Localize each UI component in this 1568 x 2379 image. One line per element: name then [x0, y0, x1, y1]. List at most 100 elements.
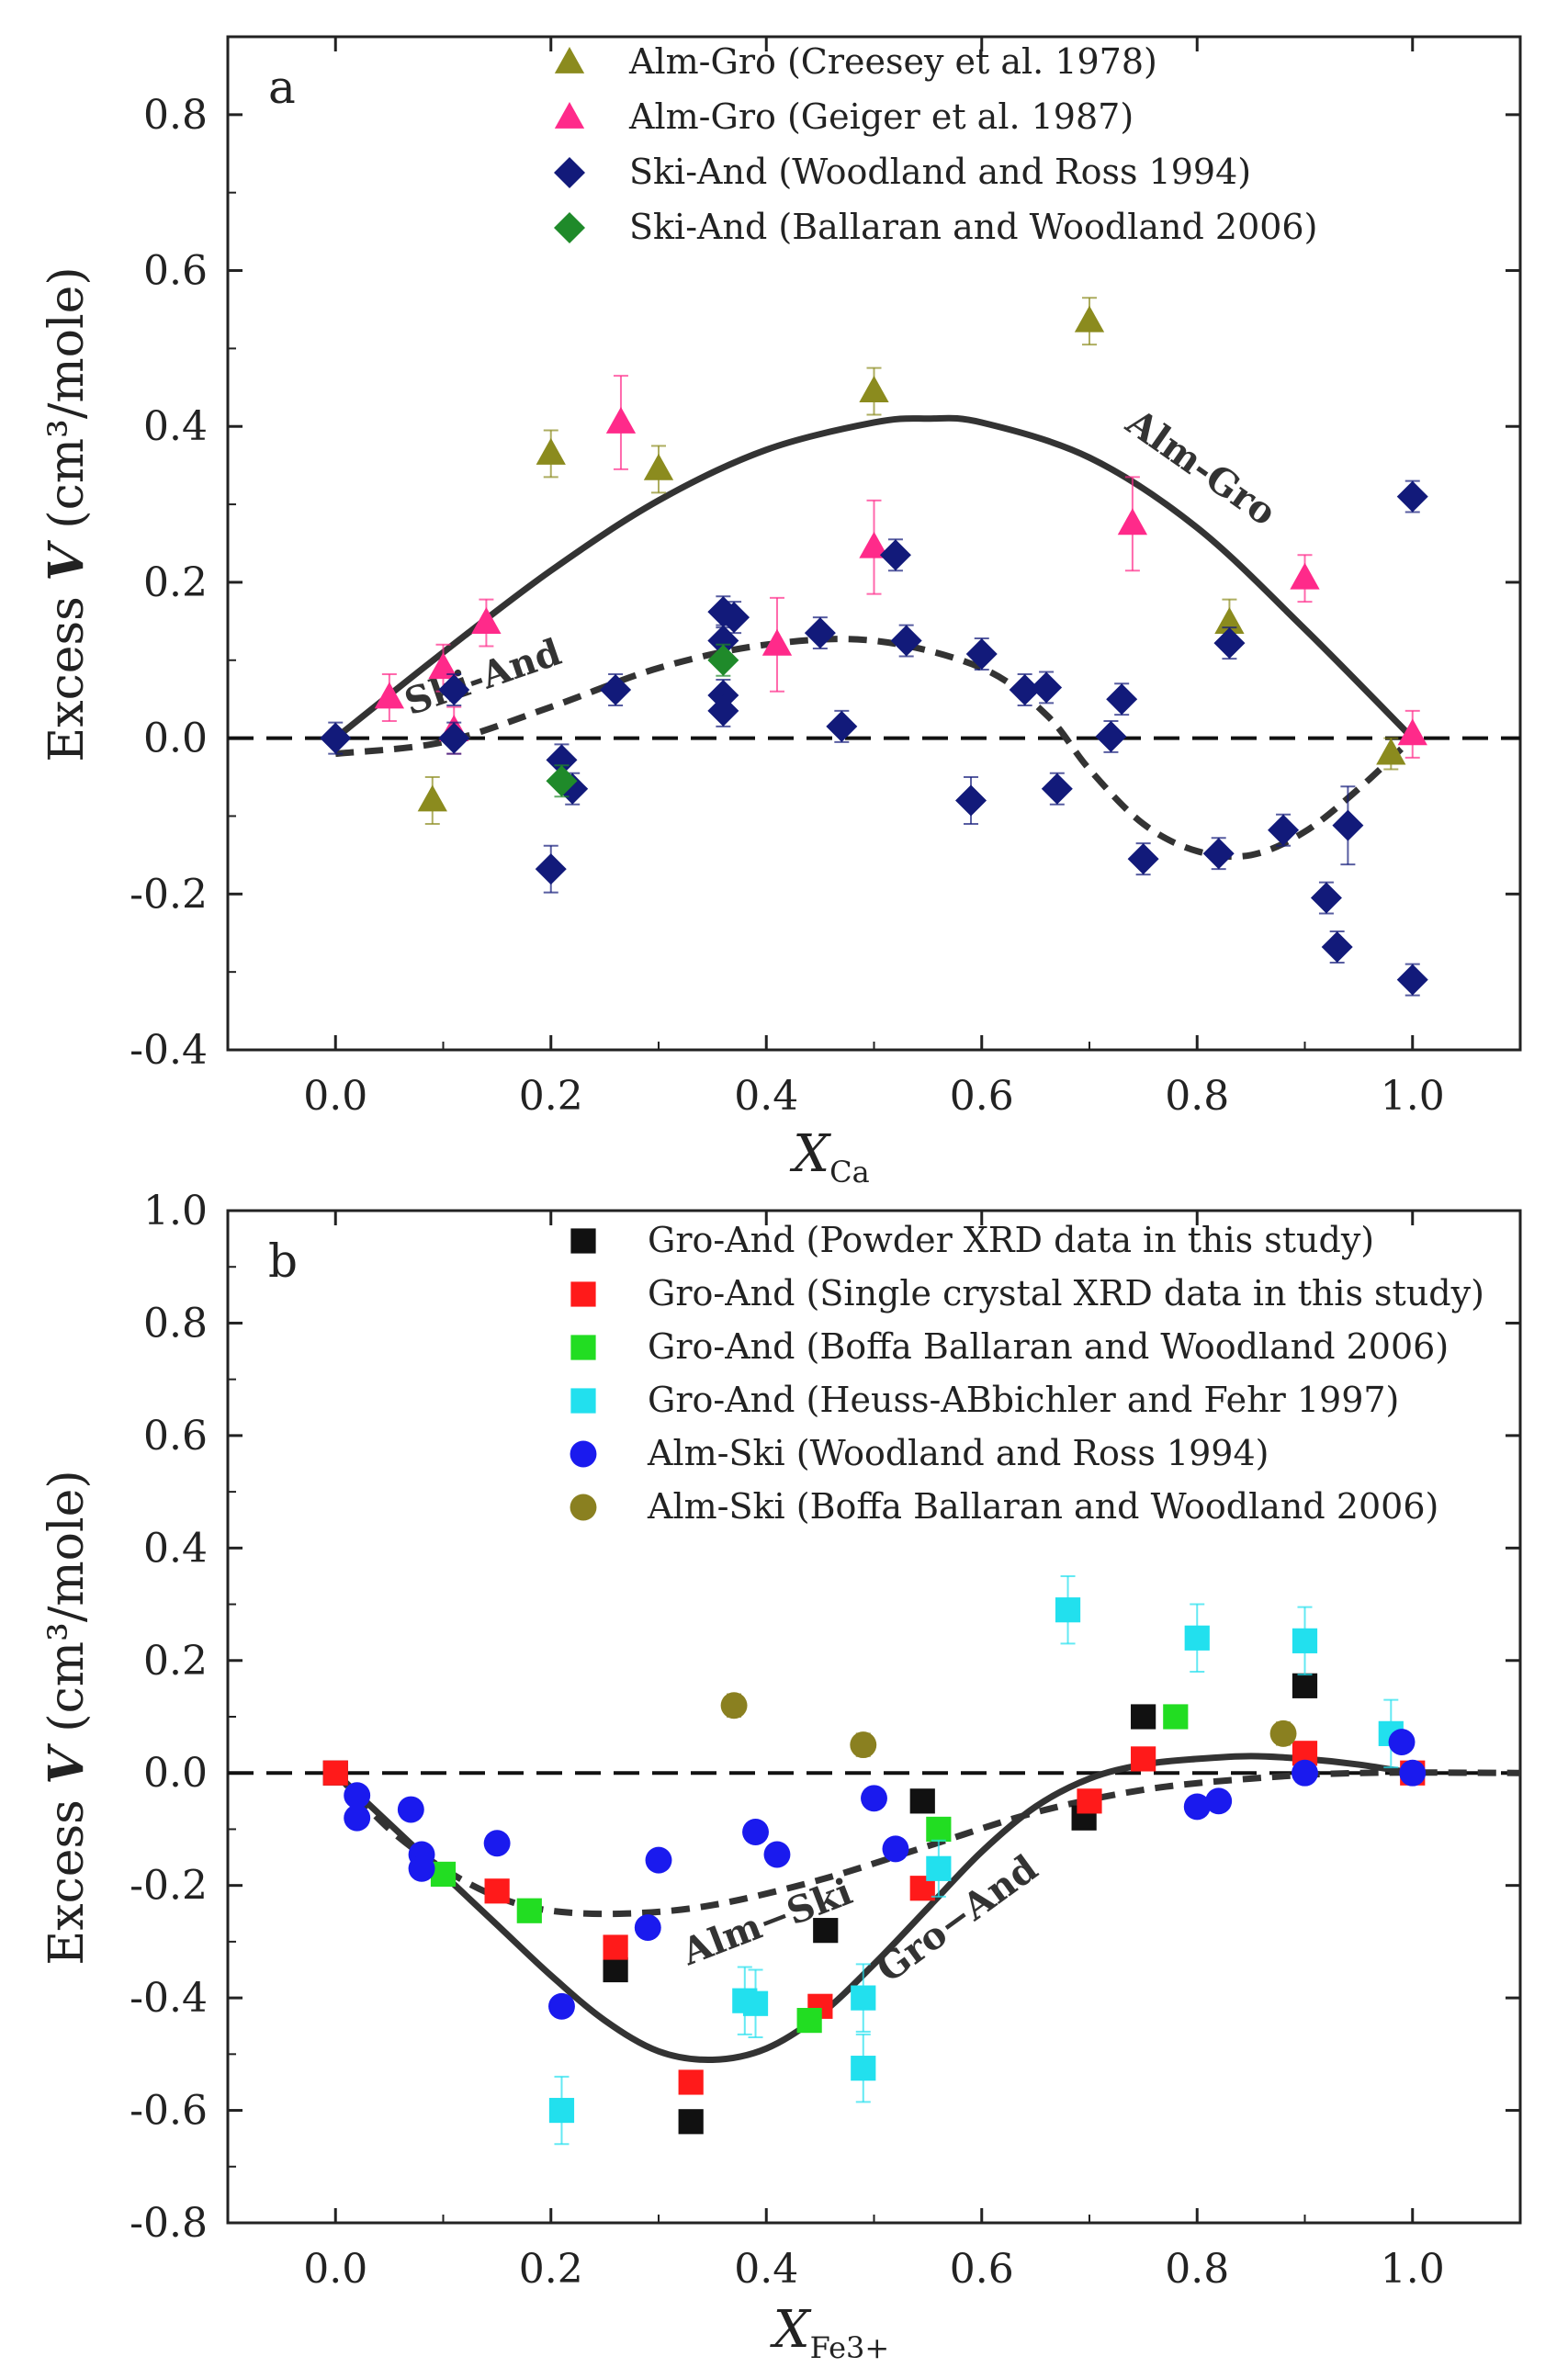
legend-entry: Gro-And (Heuss-ABbichler and Fehr 1997)	[648, 1380, 1399, 1420]
legend-entry: Alm-Gro (Creesey et al. 1978)	[628, 41, 1157, 82]
data-point	[600, 674, 632, 706]
data-point	[535, 853, 567, 885]
data-point	[926, 1816, 952, 1843]
y-tick-label: -0.2	[130, 1863, 208, 1910]
data-point	[1117, 508, 1148, 536]
x-tick-label: 0.2	[519, 1073, 583, 1120]
y-axis-label-variable: V	[39, 1743, 95, 1785]
series-3	[548, 1574, 1404, 2146]
legend-marker	[554, 47, 585, 73]
curve-ski-and	[334, 636, 1416, 861]
data-point	[707, 694, 739, 727]
data-point	[603, 1956, 628, 1983]
x-tick-label: 0.2	[519, 2246, 583, 2293]
data-point	[1269, 1719, 1297, 1747]
x-tick-label: 0.6	[950, 2246, 1014, 2293]
data-point	[882, 1835, 909, 1863]
y-tick-label: 0.2	[143, 1638, 208, 1685]
y-axis-label-units: (cm³/mole)	[39, 266, 95, 544]
data-point	[1399, 1759, 1427, 1787]
series-2	[320, 479, 1428, 997]
data-point	[546, 765, 578, 797]
data-point	[851, 1985, 876, 2011]
y-tick-label: 0.4	[143, 1525, 208, 1572]
data-point	[909, 1788, 935, 1814]
data-point	[678, 2109, 704, 2135]
data-point	[428, 652, 458, 680]
data-point	[471, 607, 502, 634]
y-tick-label: -0.4	[130, 1027, 208, 1074]
data-point	[1332, 809, 1364, 841]
data-point	[761, 628, 793, 656]
data-point	[1095, 720, 1127, 752]
legend-marker	[570, 1335, 596, 1360]
data-point	[859, 531, 889, 558]
data-point	[516, 1898, 542, 1923]
data-point	[1131, 1704, 1156, 1730]
data-point	[548, 2097, 575, 2124]
data-point	[548, 1992, 575, 2020]
series-4	[344, 1729, 1427, 2020]
data-point	[344, 1804, 371, 1832]
data-point	[430, 1861, 457, 1888]
data-point	[344, 1782, 371, 1810]
legend-marker	[554, 212, 585, 243]
legend-marker	[570, 1440, 597, 1468]
data-point	[763, 1841, 791, 1868]
data-point	[1376, 738, 1406, 765]
x-axis-label: XFe3+	[770, 2300, 889, 2365]
y-axis-label-variable: V	[39, 540, 95, 581]
data-point	[1310, 882, 1342, 914]
data-point	[1292, 1628, 1318, 1653]
x-tick-label: 0.6	[950, 1073, 1014, 1120]
series-2	[430, 1704, 1189, 2034]
data-point	[1396, 480, 1428, 513]
data-point	[605, 406, 637, 434]
y-tick-label: -0.6	[130, 2088, 208, 2135]
y-tick-label: -0.4	[130, 1975, 208, 2022]
data-point	[678, 2069, 704, 2095]
data-point	[408, 1855, 435, 1882]
data-point	[796, 2008, 822, 2034]
data-point	[1268, 814, 1300, 846]
data-point	[484, 1878, 510, 1904]
data-point	[1388, 1729, 1416, 1756]
y-tick-label: 0.8	[143, 92, 208, 139]
data-point	[1074, 305, 1105, 333]
legend-marker	[570, 1388, 596, 1414]
legend-marker	[554, 102, 585, 129]
data-point	[850, 1731, 877, 1759]
y-tick-label: 0.2	[143, 559, 208, 606]
data-point	[861, 1785, 887, 1812]
data-point	[804, 617, 836, 649]
data-point	[645, 1846, 672, 1874]
panel-b: 0.0 0.2 0.4 0.6 0.8 1.0 -0.8 -0.6 -0.4 -0.2 0.0 0.2…	[39, 1188, 1522, 2365]
legend-marker	[570, 1494, 597, 1521]
data-point	[1106, 683, 1138, 716]
data-point	[718, 602, 750, 634]
data-point	[1009, 674, 1041, 706]
series-0	[417, 297, 1406, 825]
x-tick-label: 0.4	[734, 2246, 798, 2293]
x-axis-symbol: X	[789, 1124, 831, 1184]
y-axis-label: Excess V (cm³/mole)	[39, 266, 95, 761]
legend-marker	[554, 157, 585, 188]
data-point	[1290, 562, 1320, 590]
x-tick-label: 0.8	[1165, 2246, 1229, 2293]
legend-entry: Ski-And (Ballaran and Woodland 2006)	[629, 207, 1317, 247]
x-tick-label: 1.0	[1381, 1073, 1445, 1120]
y-axis-label-units: (cm³/mole)	[39, 1470, 95, 1747]
y-tick-label: 0.0	[143, 716, 208, 762]
series-3	[546, 643, 739, 798]
y-tick-label: 1.0	[143, 1188, 208, 1235]
data-point	[417, 784, 447, 812]
legend-entry: Ski-And (Woodland and Ross 1994)	[629, 152, 1251, 192]
data-point	[1397, 718, 1427, 746]
data-point	[1055, 1597, 1081, 1623]
data-point	[707, 644, 739, 676]
data-point	[1321, 931, 1353, 964]
data-point	[1077, 1788, 1102, 1814]
y-axis-label: Excess V (cm³/mole)	[39, 1470, 95, 1965]
data-point	[1205, 1787, 1233, 1815]
